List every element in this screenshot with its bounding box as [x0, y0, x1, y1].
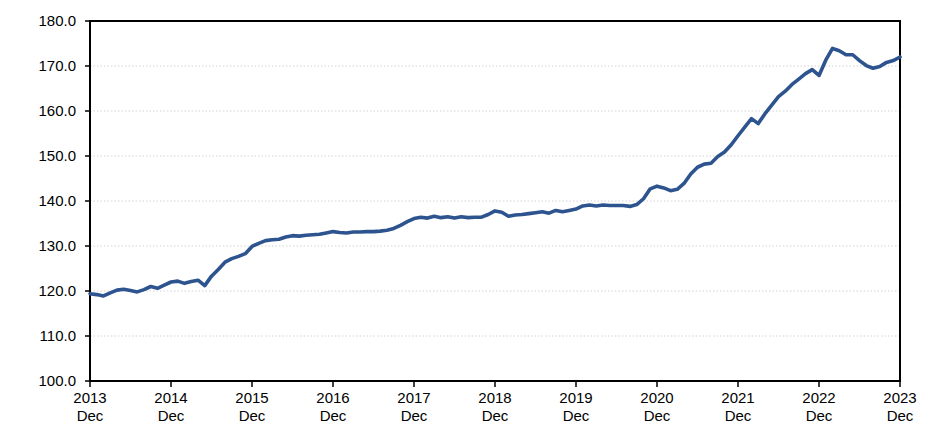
y-axis-tick-label: 120.0	[38, 282, 76, 299]
plot-border	[90, 21, 900, 381]
x-axis-tick-month: Dec	[725, 407, 752, 424]
y-axis-tick-label: 170.0	[38, 57, 76, 74]
x-axis-tick-year: 2016	[316, 389, 349, 406]
x-axis-tick-month: Dec	[806, 407, 833, 424]
x-axis-tick-month: Dec	[158, 407, 185, 424]
x-axis-tick-year: 2021	[721, 389, 754, 406]
x-axis-tick-month: Dec	[887, 407, 914, 424]
x-axis-tick-year: 2013	[73, 389, 106, 406]
x-axis-tick-month: Dec	[482, 407, 509, 424]
x-axis-tick-month: Dec	[320, 407, 347, 424]
y-axis-tick-label: 180.0	[38, 12, 76, 29]
x-axis-tick-month: Dec	[239, 407, 266, 424]
x-axis-tick-month: Dec	[77, 407, 104, 424]
x-axis-tick-year: 2017	[397, 389, 430, 406]
y-axis-tick-label: 140.0	[38, 192, 76, 209]
x-axis-tick-year: 2022	[802, 389, 835, 406]
y-axis-tick-label: 150.0	[38, 147, 76, 164]
x-axis-tick-year: 2018	[478, 389, 511, 406]
x-axis-tick-month: Dec	[644, 407, 671, 424]
x-axis-tick-month: Dec	[563, 407, 590, 424]
y-axis-tick-label: 160.0	[38, 102, 76, 119]
x-axis-tick-year: 2023	[883, 389, 916, 406]
x-axis-tick-year: 2014	[154, 389, 187, 406]
x-axis-tick-year: 2019	[559, 389, 592, 406]
x-axis-tick-year: 2020	[640, 389, 673, 406]
data-series-line	[90, 48, 900, 296]
y-axis-tick-label: 100.0	[38, 372, 76, 389]
y-axis-tick-label: 130.0	[38, 237, 76, 254]
x-axis-tick-month: Dec	[401, 407, 428, 424]
x-axis-tick-year: 2015	[235, 389, 268, 406]
line-chart: 180.0 170.0 160.0 150.0 140.0 130.0 120.0 110.0…	[0, 0, 934, 443]
y-axis-tick-label: 110.0	[40, 327, 76, 344]
chart-canvas: 180.0 170.0 160.0 150.0 140.0 130.0 120.0 110.0…	[0, 0, 934, 443]
